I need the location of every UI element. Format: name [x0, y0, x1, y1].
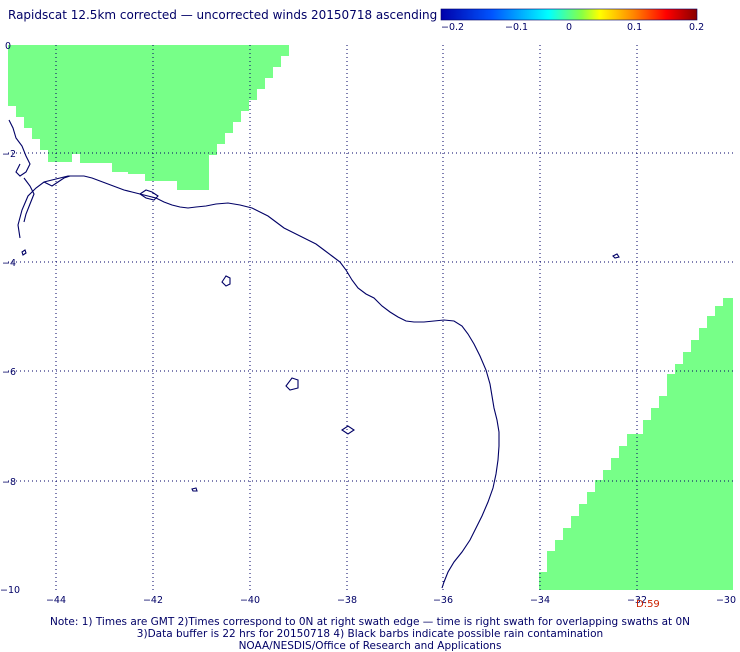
- footnote-line-2: 3)Data buffer is 22 hrs for 20150718 4) …: [136, 628, 604, 640]
- x-tick-label: −32: [627, 595, 647, 606]
- coastline: [8, 119, 500, 589]
- y-tick-label: −2: [2, 149, 16, 160]
- x-tick-label: −30: [716, 595, 736, 606]
- swath-region-northwest: [8, 45, 289, 190]
- y-tick-label: −10: [0, 585, 20, 596]
- x-tick-label: −38: [337, 595, 357, 606]
- colorbar-tick: 0.1: [627, 22, 642, 33]
- colorbar-tick: 0.2: [689, 22, 704, 33]
- y-tick-label: 0: [5, 41, 11, 52]
- x-tick-label: −42: [143, 595, 163, 606]
- island: [221, 275, 231, 287]
- swath-region-southeast: [539, 298, 733, 590]
- colorbar-tick: −0.1: [505, 22, 528, 33]
- footnote-credit: NOAA/NESDIS/Office of Research and Appli…: [238, 640, 502, 652]
- colorbar-gradient: [440, 8, 698, 21]
- data-count-label: D:59: [636, 599, 660, 610]
- y-axis: 0 −2 −4 −6 −8 −10: [0, 41, 20, 596]
- footnote-line-1: Note: 1) Times are GMT 2)Times correspon…: [49, 616, 690, 628]
- island: [612, 253, 620, 259]
- y-tick-label: −8: [2, 477, 16, 488]
- colorbar: −0.2 −0.1 0 0.1 0.2: [440, 8, 704, 33]
- x-tick-label: −34: [530, 595, 550, 606]
- x-tick-label: −44: [46, 595, 66, 606]
- x-tick-label: −36: [433, 595, 453, 606]
- y-tick-label: −4: [2, 258, 16, 269]
- colorbar-tick: −0.2: [441, 22, 464, 33]
- island: [191, 487, 198, 492]
- islands: [21, 249, 620, 492]
- y-tick-label: −6: [2, 367, 16, 378]
- island: [341, 425, 355, 435]
- island: [21, 249, 27, 256]
- island: [285, 377, 299, 391]
- x-tick-label: −40: [240, 595, 260, 606]
- colorbar-tick: 0: [566, 22, 572, 33]
- x-axis: −44 −42 −40 −38 −36 −34 −32 −30: [46, 595, 736, 606]
- map-title: Rapidscat 12.5km corrected — uncorrected…: [8, 8, 438, 22]
- graticule: [8, 45, 733, 590]
